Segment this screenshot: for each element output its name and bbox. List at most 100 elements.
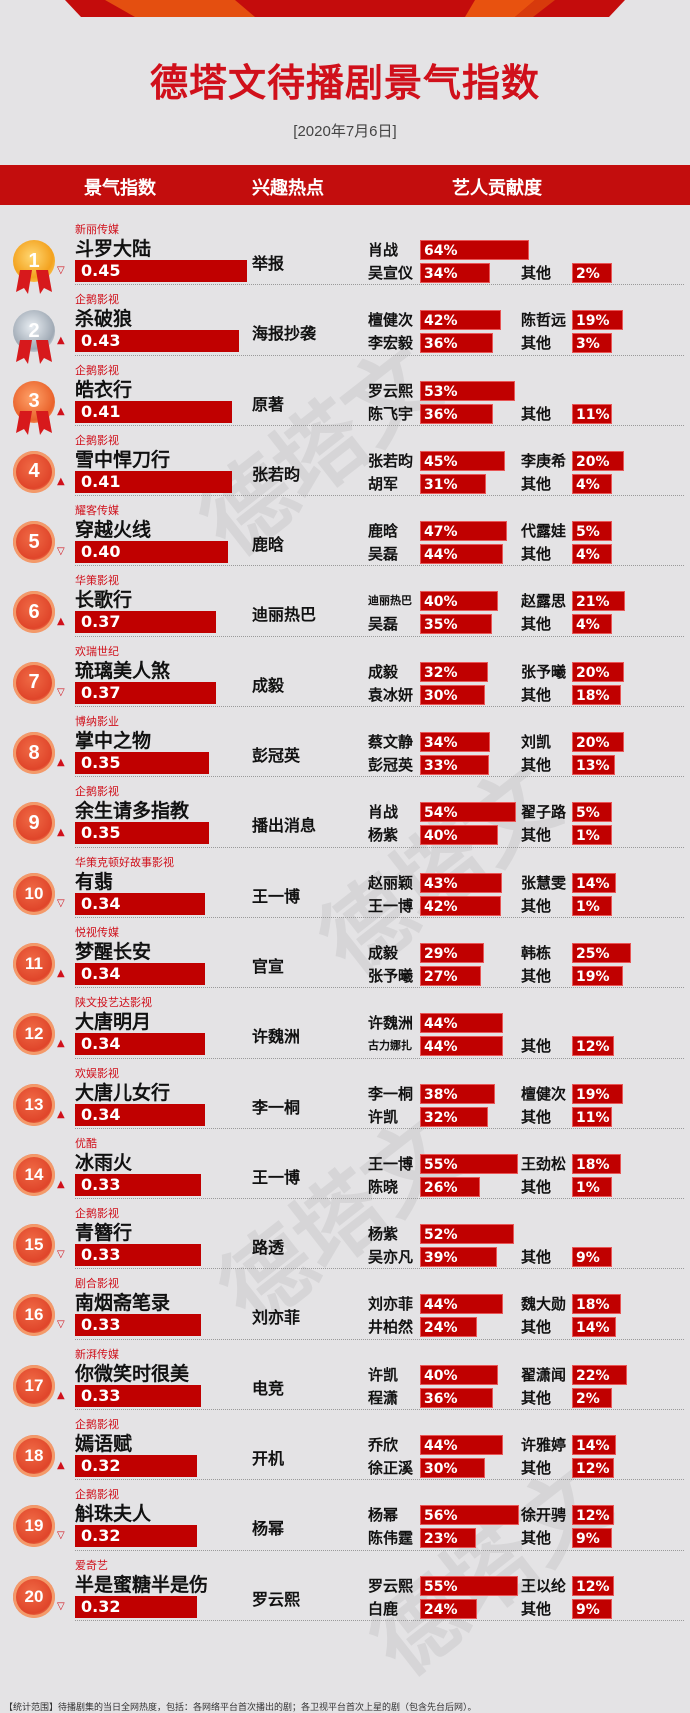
rank-number: 3 xyxy=(28,390,40,413)
artist-name: 其他 xyxy=(521,1248,552,1267)
page-title: 德塔文待播剧景气指数 xyxy=(149,61,540,105)
artist-contribution-bar: 36% xyxy=(420,1387,493,1408)
artist-name: 陈伟霆 xyxy=(368,1529,414,1548)
artist-contribution-bar: 13% xyxy=(572,755,615,776)
artist-contribution-bar: 9% xyxy=(572,1598,612,1619)
artist-name: 其他 xyxy=(521,1107,552,1126)
company-label: 新丽传媒 xyxy=(75,223,119,236)
artist-name: 王一博 xyxy=(368,1154,414,1173)
rank-medal-icon: 19 xyxy=(13,1505,55,1548)
rank-number: 5 xyxy=(28,530,40,553)
trend-down-icon: ▽ xyxy=(57,265,65,276)
artist-name: 成毅 xyxy=(368,943,399,962)
artist-contribution-bar: 9% xyxy=(572,1247,612,1268)
ribbon-icon xyxy=(16,270,52,294)
rank-medal-icon: 12 xyxy=(13,1013,55,1056)
rank-number: 20 xyxy=(24,1586,44,1606)
trend-down-icon: ▽ xyxy=(57,1600,65,1612)
drama-title: 青簪行 xyxy=(75,1222,133,1245)
artist-contribution-bar: 27% xyxy=(420,965,481,986)
rank-medal-icon: 14 xyxy=(13,1153,55,1196)
rank-medal-icon: 13 xyxy=(13,1083,55,1126)
company-label: 企鹅影视 xyxy=(75,1488,119,1502)
artist-contribution-bar: 9% xyxy=(572,1528,612,1549)
rank-number: 13 xyxy=(24,1094,44,1114)
hotspot-label: 张若昀 xyxy=(252,464,301,484)
artist-name: 赵露思 xyxy=(521,592,567,611)
table-row: 10 华策克顿好故事影视 有翡 ▽ 0.34 王一博 赵丽颖 43% 王一博 42% 张… xyxy=(0,851,690,921)
company-label: 企鹅影视 xyxy=(75,785,119,799)
index-bar: 0.43 xyxy=(75,330,239,353)
table-row: 11 悦视传媒 梦醒长安 ▲ 0.34 官宣 成毅 29% 张予曦 27% 韩栋 25% 其… xyxy=(0,921,690,991)
hotspot-label: 李一桐 xyxy=(252,1097,301,1117)
artist-contribution-bar: 11% xyxy=(572,403,612,424)
hotspot-label: 鹿晗 xyxy=(252,535,285,555)
hotspot-label: 海报抄袭 xyxy=(252,324,317,344)
artist-contribution-bar: 20% xyxy=(572,450,624,471)
company-label: 欢娱影视 xyxy=(75,1066,119,1080)
company-label: 爱奇艺 xyxy=(75,1558,108,1572)
artist-contribution-bar: 56% xyxy=(420,1505,519,1526)
trend-down-icon: ▽ xyxy=(57,897,65,909)
rank-number: 11 xyxy=(25,953,43,973)
company-label: 企鹅影视 xyxy=(75,293,119,307)
index-bar: 0.34 xyxy=(75,892,205,915)
artist-contribution-bar: 26% xyxy=(420,1176,480,1197)
trend-down-icon: ▽ xyxy=(57,546,65,558)
artist-name: 其他 xyxy=(521,404,552,423)
artist-contribution-bar: 30% xyxy=(420,1458,485,1479)
artist-contribution-bar: 31% xyxy=(420,473,486,494)
artist-contribution-bar: 43% xyxy=(420,872,502,893)
index-bar: 0.37 xyxy=(75,611,216,634)
table-row: 20 爱奇艺 半是蜜糖半是伤 ▽ 0.32 罗云熙 罗云熙 55% 白鹿 24% 王以纶… xyxy=(0,1554,690,1624)
artist-name: 张予曦 xyxy=(368,966,414,985)
artist-name: 李一桐 xyxy=(368,1084,414,1103)
table-row: 1 新丽传媒 斗罗大陆 ▽ 0.45 举报 肖战 64% 吴宣仪 34% 其他 2% xyxy=(0,218,690,294)
artist-contribution-bar: 40% xyxy=(420,591,498,612)
artist-contribution-bar: 34% xyxy=(420,263,490,283)
artist-contribution-bar: 5% xyxy=(572,521,612,542)
table-row: 3 企鹅影视 皓衣行 ▲ 0.41 原著 罗云熙 53% 陈飞宇 36% 其他 11% xyxy=(0,359,690,435)
company-label: 陕文投艺达影视 xyxy=(75,996,152,1010)
artist-name: 其他 xyxy=(521,1318,552,1337)
artist-contribution-bar: 14% xyxy=(572,872,616,893)
rank-number: 6 xyxy=(28,600,40,623)
table-row: 18 企鹅影视 嫣语赋 ▲ 0.32 开机 乔欣 44% 徐正溪 30% 许雅婷 14% 其… xyxy=(0,1413,690,1483)
artist-name: 其他 xyxy=(521,966,552,985)
rank-number: 17 xyxy=(24,1375,44,1395)
artist-name: 赵丽颖 xyxy=(368,873,414,892)
drama-title: 穿越火线 xyxy=(75,519,152,542)
artist-contribution-bar: 45% xyxy=(420,450,505,471)
table-row: 13 欢娱影视 大唐儿女行 ▲ 0.34 李一桐 李一桐 38% 许凯 32% 檀健次 1… xyxy=(0,1062,690,1132)
artist-contribution-bar: 19% xyxy=(572,965,623,986)
artist-name: 肖战 xyxy=(368,241,399,259)
drama-title: 半是蜜糖半是伤 xyxy=(75,1573,209,1596)
ribbon-icon xyxy=(16,340,52,365)
company-label: 华策影视 xyxy=(75,574,119,588)
artist-name: 吴磊 xyxy=(368,545,399,564)
drama-title: 掌中之物 xyxy=(75,730,152,753)
artist-name: 其他 xyxy=(521,1177,552,1196)
artist-contribution-bar: 20% xyxy=(572,732,624,753)
hotspot-label: 成毅 xyxy=(252,675,285,695)
artist-name: 刘亦菲 xyxy=(368,1295,414,1314)
hotspot-label: 播出消息 xyxy=(252,816,317,836)
trend-up-icon: ▲ xyxy=(57,1038,65,1050)
index-bar: 0.34 xyxy=(75,1103,205,1126)
artist-name: 其他 xyxy=(521,896,552,915)
artist-contribution-bar: 12% xyxy=(572,1458,614,1479)
artist-contribution-bar: 14% xyxy=(572,1317,616,1338)
index-bar: 0.32 xyxy=(75,1455,197,1478)
artist-name: 张予曦 xyxy=(521,662,567,681)
drama-title: 长歌行 xyxy=(75,589,133,612)
rank-medal-icon: 8 xyxy=(13,732,55,775)
artist-name: 其他 xyxy=(521,334,552,353)
drama-title: 琉璃美人煞 xyxy=(75,659,171,682)
company-label: 企鹅影视 xyxy=(75,433,119,447)
trend-down-icon: ▽ xyxy=(57,1249,65,1261)
index-bar: 0.33 xyxy=(75,1173,201,1196)
artist-name: 陈飞宇 xyxy=(368,404,414,423)
artist-name: 许雅婷 xyxy=(521,1436,567,1455)
artist-contribution-bar: 38% xyxy=(420,1083,495,1104)
table-row: 16 剧合影视 南烟斋笔录 ▽ 0.33 刘亦菲 刘亦菲 44% 井柏然 24% 魏大勋… xyxy=(0,1272,690,1342)
